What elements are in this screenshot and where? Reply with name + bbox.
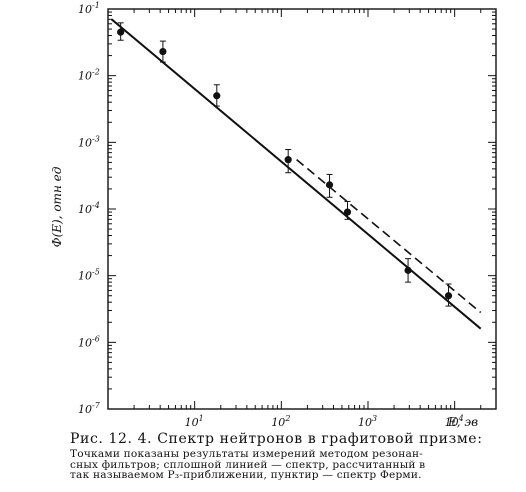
caption-line: Точками показаны результаты измерений ме…: [70, 449, 516, 460]
axis-ticks: [108, 9, 496, 409]
data-point: [326, 174, 333, 197]
tick-label-base: 10: [78, 136, 92, 149]
point-marker: [344, 208, 351, 215]
dashed-line: [297, 160, 481, 313]
plot-area-border: [108, 9, 496, 409]
data-point: [344, 201, 351, 219]
tick-label-exponent: 1: [199, 414, 204, 423]
fit-lines: [112, 19, 481, 328]
tick-label-exponent: -4: [92, 201, 100, 210]
tick-label-exponent: -5: [92, 268, 100, 277]
point-marker: [404, 267, 411, 274]
tick-label-base: 10: [185, 416, 199, 429]
y-tick-label: 10-7: [78, 401, 101, 416]
y-tick-label: 10-5: [78, 268, 100, 283]
tick-label-exponent: -6: [92, 334, 100, 343]
point-marker: [213, 92, 220, 99]
point-marker: [326, 181, 333, 188]
figure-caption: Рис. 12. 4. Спектр нейтронов в графитово…: [70, 432, 516, 481]
y-tick-label: 10-6: [78, 334, 100, 349]
tick-label-base: 10: [271, 416, 285, 429]
y-tick-label: 10-3: [78, 134, 100, 149]
y-axis-label: Ф(E), отн ед: [50, 166, 64, 247]
tick-label-base: 10: [78, 203, 92, 216]
tick-label-exponent: -2: [92, 68, 100, 77]
x-tick-label: 103: [358, 414, 377, 429]
tick-label-base: 10: [78, 3, 92, 16]
caption-title: Рис. 12. 4. Спектр нейтронов в графитово…: [70, 432, 516, 446]
tick-label-exponent: -7: [92, 401, 101, 410]
y-tick-label: 10-1: [78, 1, 100, 16]
x-tick-label: 102: [271, 414, 290, 429]
tick-label-base: 10: [78, 70, 92, 83]
caption-line: так называемом P₃-приближении, пунктир —…: [70, 470, 516, 481]
point-marker: [159, 48, 166, 55]
caption-body: Точками показаны результаты измерений ме…: [70, 449, 516, 481]
data-point: [404, 259, 411, 282]
tick-label-exponent: 2: [284, 414, 290, 423]
tick-label-base: 10: [78, 336, 92, 349]
plot-frame: [108, 9, 496, 409]
y-tick-label: 10-4: [78, 201, 100, 216]
tick-label-exponent: -3: [92, 134, 100, 143]
y-tick-label: 10-2: [78, 68, 100, 83]
point-marker: [117, 29, 124, 36]
tick-label-base: 10: [358, 416, 372, 429]
data-point: [213, 85, 220, 106]
tick-label-exponent: 3: [372, 414, 377, 423]
point-marker: [445, 292, 452, 299]
solid-line: [112, 19, 481, 328]
tick-label-base: 10: [78, 270, 92, 283]
tick-label-exponent: -1: [92, 1, 100, 10]
tick-label-base: 10: [78, 403, 92, 416]
point-marker: [285, 156, 292, 163]
x-tick-label: 101: [185, 414, 204, 429]
x-axis-label: E, эв: [447, 415, 478, 429]
